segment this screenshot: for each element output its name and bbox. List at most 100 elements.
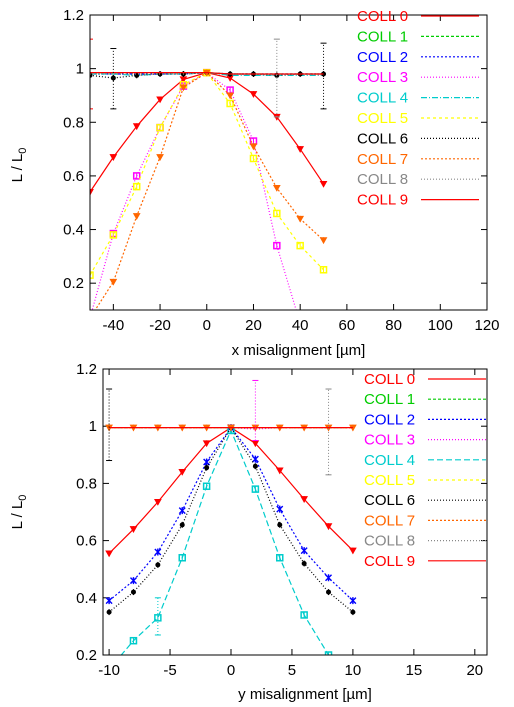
errorbar-0 xyxy=(90,38,93,110)
marker-2-2 xyxy=(154,548,162,556)
marker-0-8 xyxy=(300,496,309,503)
marker-2-6 xyxy=(251,455,259,463)
y-tick-label: 1.2 xyxy=(63,7,84,24)
errorbar-0 xyxy=(106,388,113,462)
plot-frame xyxy=(102,368,488,656)
legend-label: COLL 0 xyxy=(357,8,408,25)
x-tick-label: 80 xyxy=(385,317,402,334)
series-coll-5 xyxy=(90,68,328,279)
chart-panel-1: -40 -20 0 20 40 60 80 100 120 0.2 0.4 0.6 0.8 1 1.2 COL… xyxy=(9,7,500,359)
legend-label: COLL 2 xyxy=(357,49,408,66)
series-line xyxy=(90,71,324,276)
x-tick-label: -5 xyxy=(163,662,176,679)
marker-5-9 xyxy=(296,241,304,250)
marker-5-1 xyxy=(109,231,118,239)
marker-6-0 xyxy=(106,609,112,615)
marker-2-9 xyxy=(325,574,333,582)
marker-4-6 xyxy=(251,485,260,493)
marker-6-6 xyxy=(252,463,258,469)
marker-0-7 xyxy=(249,91,258,98)
marker-4-9 xyxy=(324,651,333,655)
legend-label: COLL 9 xyxy=(357,192,408,209)
x-tick-label: 20 xyxy=(466,662,483,679)
legend-label: COLL 0 xyxy=(364,371,415,388)
plot-area xyxy=(105,379,357,655)
x-tick-label: -10 xyxy=(98,662,120,679)
marker-7-7 xyxy=(249,143,258,151)
x-tick-label: 60 xyxy=(339,317,356,334)
marker-4-1 xyxy=(129,636,138,645)
series-line xyxy=(91,71,297,310)
legend-label: COLL 7 xyxy=(364,512,415,529)
series-line xyxy=(90,72,324,76)
series-coll-0 xyxy=(90,69,328,196)
x-axis-label: x misalignment [µm] xyxy=(232,342,366,359)
marker-5-7 xyxy=(249,154,258,163)
legend-label: COLL 8 xyxy=(364,533,415,550)
marker-0-2 xyxy=(132,123,141,131)
marker-7-1 xyxy=(109,278,118,286)
series-line xyxy=(90,72,325,193)
x-tick-label: 15 xyxy=(406,662,423,679)
marker-2-8 xyxy=(300,547,308,555)
legend-label: COLL 5 xyxy=(364,472,415,489)
marker-7-4 xyxy=(179,84,188,92)
errorbar-3 xyxy=(154,597,161,636)
marker-4-8 xyxy=(300,611,308,619)
x-tick-label: 20 xyxy=(245,317,262,334)
y-tick-label: 0.8 xyxy=(63,114,84,131)
legend-label: COLL 7 xyxy=(357,151,408,168)
legend: COLL 0 COLL 1 COLL 2 COLL 3 COLL 4 COLL 5 COLL… xyxy=(364,371,486,570)
marker-4-2 xyxy=(154,614,162,622)
legend-label: COLL 6 xyxy=(364,492,415,509)
marker-0-0 xyxy=(90,189,94,196)
plot-frame xyxy=(89,14,488,311)
x-axis-label: y misalignment [µm] xyxy=(238,686,372,703)
legend-label: COLL 3 xyxy=(357,69,408,86)
marker-2-7 xyxy=(276,505,284,513)
marker-7-9 xyxy=(296,215,305,223)
y-axis-label-subscript: 0 xyxy=(17,148,29,154)
y-tick-label: 1 xyxy=(76,61,84,78)
errorbar-2 xyxy=(325,388,332,476)
y-tick-label: 0.2 xyxy=(63,275,84,292)
marker-0-3 xyxy=(156,96,164,104)
series-line xyxy=(108,426,354,602)
marker-2-3 xyxy=(178,507,186,515)
marker-0-3 xyxy=(178,468,187,476)
marker-7-0 xyxy=(87,316,93,321)
legend-label: COLL 5 xyxy=(357,110,408,127)
marker-5-0 xyxy=(90,271,94,279)
y-axis-label-subscript: 0 xyxy=(17,495,29,501)
legend-label: COLL 6 xyxy=(357,130,408,147)
marker-0-9 xyxy=(324,523,333,531)
marker-0-7 xyxy=(275,467,284,475)
series-coll-9 xyxy=(90,72,324,75)
y-tick-label: 0.2 xyxy=(76,647,97,664)
x-tick-label: 0 xyxy=(203,317,211,334)
y-tick-label: 1 xyxy=(89,418,97,435)
x-tick-label: 0 xyxy=(227,662,235,679)
marker-0-2 xyxy=(153,498,162,506)
marker-6-2 xyxy=(155,562,161,568)
series-line xyxy=(120,428,330,655)
series-line xyxy=(108,426,354,554)
x-tick-label: 100 xyxy=(428,317,453,334)
errorbar-2 xyxy=(273,38,280,118)
x-tick-label: 40 xyxy=(292,317,309,334)
marker-5-3 xyxy=(156,123,164,132)
y-tick-label: 0.4 xyxy=(63,222,84,239)
marker-5-6 xyxy=(226,99,234,108)
marker-0-1 xyxy=(129,526,138,533)
series-coll-6 xyxy=(106,424,356,616)
x-tick-label: -40 xyxy=(103,317,125,334)
marker-0-4 xyxy=(202,440,211,448)
marker-2-1 xyxy=(129,577,137,585)
series-coll-0 xyxy=(105,424,357,558)
x-tick-label: -20 xyxy=(149,317,171,334)
legend-label: COLL 1 xyxy=(364,391,415,408)
errorbar-3 xyxy=(320,42,327,110)
marker-6-3 xyxy=(179,522,185,528)
marker-3-8 xyxy=(273,241,281,250)
